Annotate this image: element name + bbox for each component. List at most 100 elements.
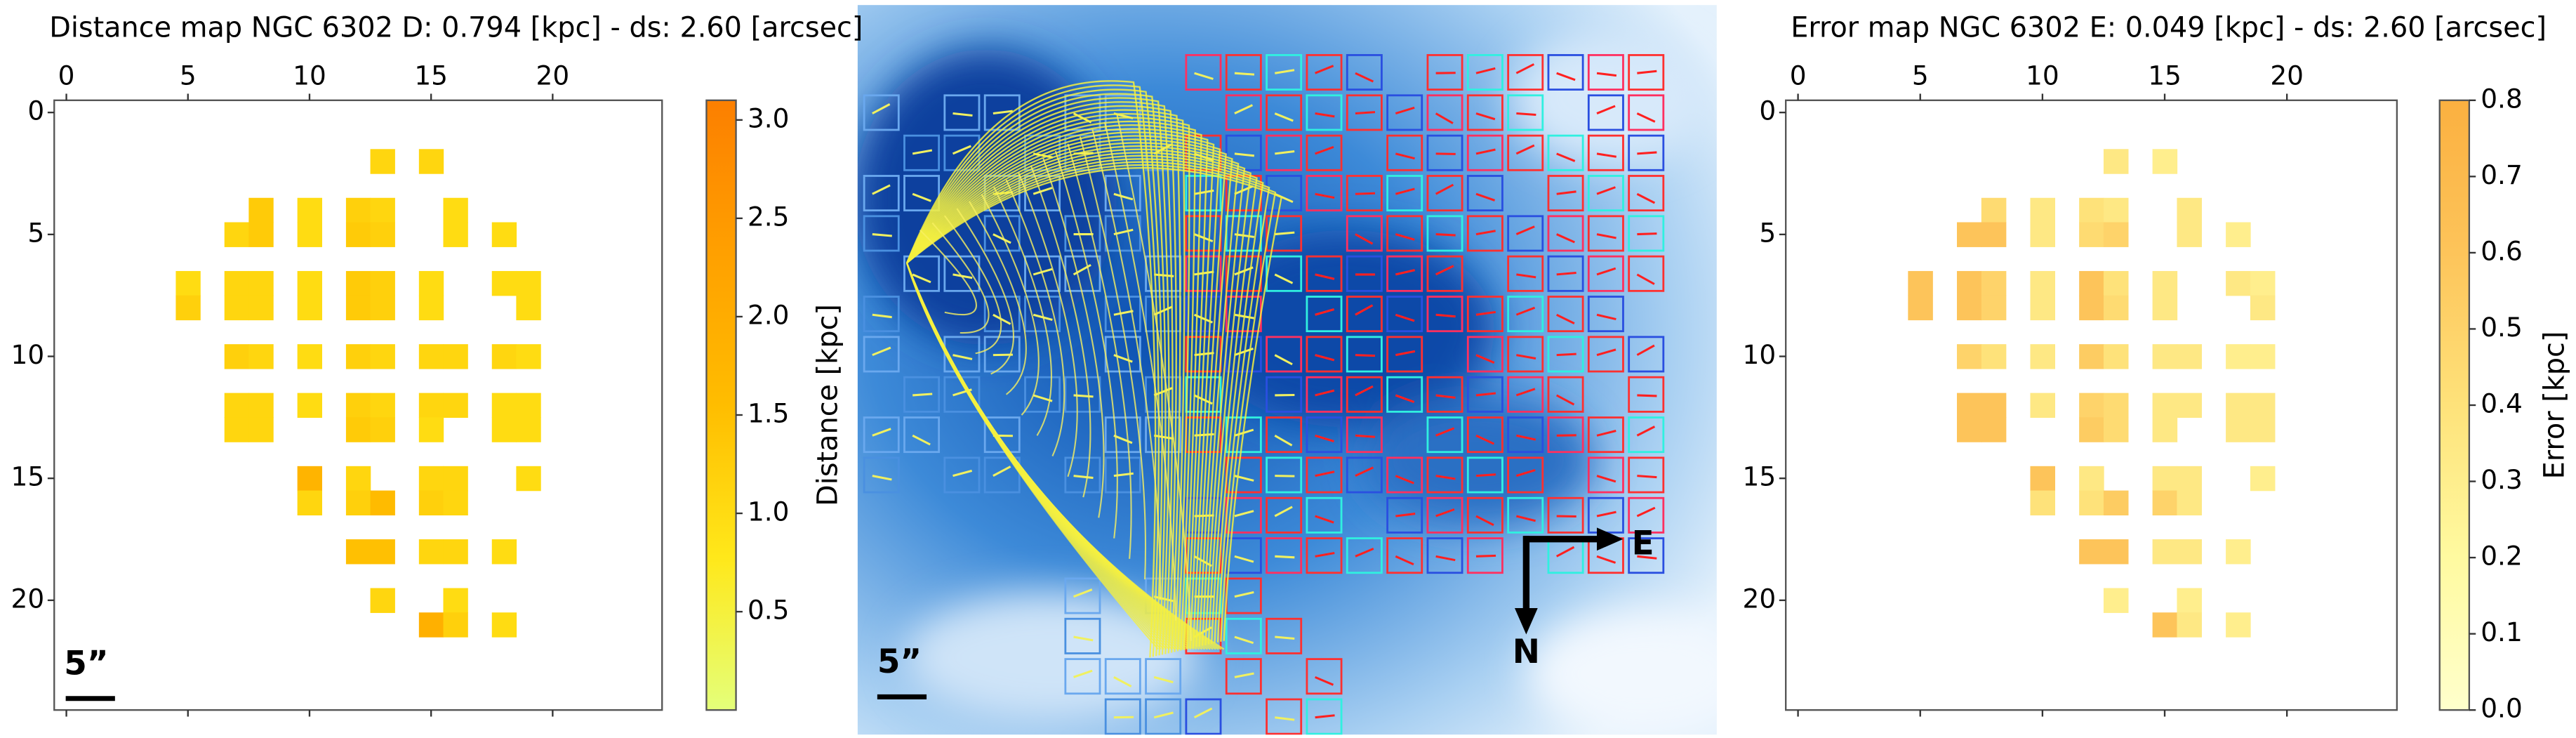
heat-cell: [1981, 344, 2007, 369]
heat-cell: [1981, 295, 2007, 321]
motion-arrow: [952, 112, 973, 117]
region-box: [1306, 376, 1343, 413]
heat-cell: [224, 417, 250, 442]
region-box: [1547, 175, 1584, 212]
x-tick-label: 5: [180, 60, 197, 91]
region-box: [1225, 617, 1262, 654]
motion-arrow: [952, 273, 973, 279]
motion-arrow: [1355, 547, 1374, 558]
region-box: [983, 296, 1021, 333]
region-box: [1266, 698, 1303, 735]
motion-arrow: [1113, 676, 1132, 687]
region-box: [1547, 296, 1584, 333]
heat-cell: [2030, 222, 2055, 247]
region-box: [1346, 255, 1383, 292]
x-tick-label: 20: [2270, 60, 2304, 91]
motion-arrow: [1556, 313, 1575, 324]
cloud: [1511, 32, 1709, 165]
heat-cell: [516, 466, 541, 492]
motion-arrow: [1556, 352, 1576, 357]
mesh-ring: [919, 229, 977, 316]
mesh-ring: [1091, 129, 1162, 600]
region-box: [1466, 496, 1503, 534]
region-box: [1386, 94, 1423, 131]
region-box: [1225, 658, 1262, 695]
heat-cell: [2152, 539, 2178, 565]
region-box: [1306, 537, 1343, 574]
heat-cell: [370, 295, 395, 321]
heat-cell: [345, 197, 371, 223]
heat-cell: [224, 270, 250, 296]
heat-cell: [2103, 344, 2129, 369]
mesh-ring: [1042, 157, 1105, 518]
region-box: [1386, 496, 1423, 534]
motion-arrow: [1636, 112, 1656, 123]
motion-arrow: [1515, 306, 1536, 316]
motion-arrow: [1515, 144, 1535, 155]
motion-arrow: [1637, 151, 1657, 155]
region-box: [1346, 215, 1383, 252]
region-box: [1346, 537, 1383, 574]
motion-arrow: [912, 273, 931, 284]
region-box: [1386, 255, 1423, 292]
heat-cell: [2250, 466, 2276, 492]
region-box: [1507, 336, 1544, 373]
motion-arrow: [1355, 72, 1374, 83]
region-box: [1104, 175, 1141, 212]
motion-arrow: [1596, 105, 1616, 114]
heat-cell: [2079, 417, 2104, 442]
motion-arrow: [1475, 392, 1496, 397]
motion-arrow: [872, 184, 891, 195]
heat-cell: [2103, 490, 2129, 515]
motion-arrow: [1395, 313, 1415, 322]
motion-arrow: [1555, 394, 1575, 406]
heat-cell: [2079, 490, 2104, 515]
cloud: [1527, 608, 1717, 735]
motion-arrow: [1637, 555, 1657, 560]
heat-cell: [297, 466, 322, 492]
heat-cell: [2030, 490, 2055, 515]
region-box: [1306, 175, 1343, 212]
motion-arrow: [1596, 267, 1616, 276]
heat-cell: [297, 270, 322, 296]
motion-arrow: [1315, 65, 1334, 74]
region-box: [1185, 175, 1222, 212]
heat-cell: [418, 270, 444, 296]
region-box: [1466, 416, 1503, 454]
heat-cell: [2079, 539, 2104, 565]
motion-arrow: [912, 393, 933, 397]
colorbar-tick-label: 3.0: [748, 103, 790, 133]
heat-cell: [2177, 222, 2202, 247]
motion-arrow: [1153, 676, 1174, 684]
motion-arrow: [1274, 434, 1293, 447]
motion-arrow: [1194, 72, 1214, 80]
region-box: [1547, 54, 1584, 91]
region-box: [863, 296, 900, 333]
heat-cell: [2079, 197, 2104, 223]
region-box: [1104, 658, 1141, 695]
colorbar-tick-label: 0.2: [2481, 541, 2523, 572]
motion-arrow: [1315, 389, 1335, 397]
motion-arrow: [1596, 313, 1616, 321]
motion-arrow: [1435, 394, 1456, 399]
x-tick-label: 0: [1790, 60, 1807, 91]
region-box: [1547, 255, 1584, 292]
mesh-line: [906, 135, 1221, 648]
mesh-line: [906, 154, 1258, 644]
mesh-line: [905, 93, 1167, 656]
region-box: [1547, 496, 1584, 534]
motion-arrow: [1315, 470, 1335, 477]
motion-arrow: [1275, 555, 1295, 559]
region-box: [1266, 175, 1303, 212]
motion-arrow: [1435, 313, 1456, 318]
colorbar-tick-label: 0.0: [2481, 693, 2523, 724]
colorbar-tick-label: 2.5: [748, 201, 790, 232]
motion-arrow: [1395, 187, 1415, 195]
motion-arrow: [1637, 232, 1657, 236]
region-box: [1628, 255, 1665, 292]
region-box: [1266, 416, 1303, 454]
region-box: [1266, 94, 1303, 131]
heat-cell: [1981, 270, 2007, 296]
heat-cell: [2226, 539, 2251, 565]
region-box: [1426, 537, 1463, 574]
